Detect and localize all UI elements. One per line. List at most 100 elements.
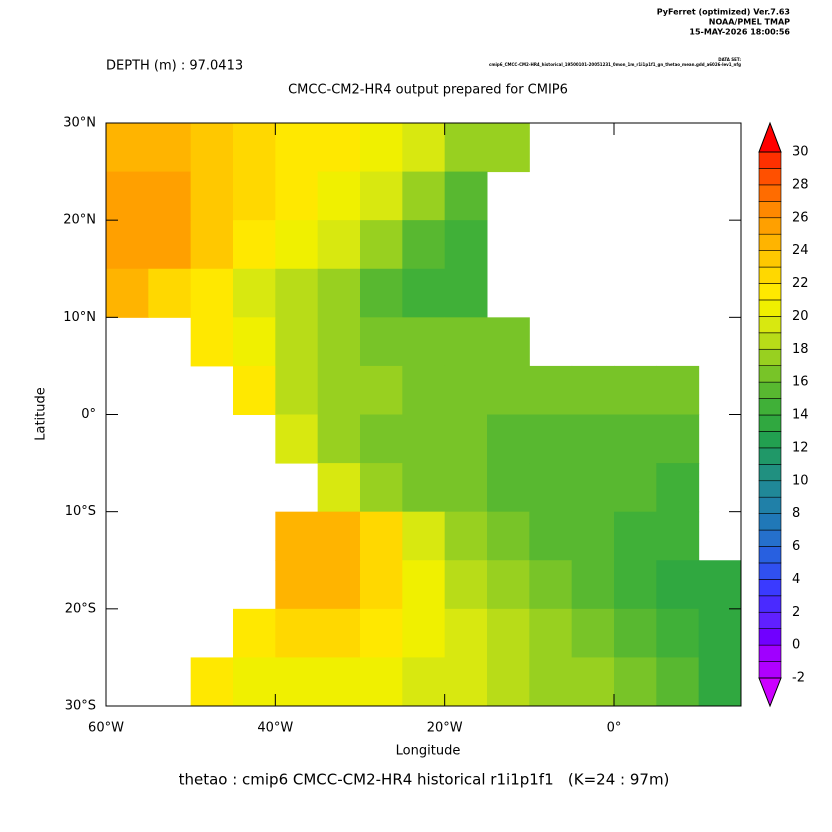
cell [317, 414, 361, 464]
header-line: PyFerret (optimized) Ver.7.63 [657, 8, 790, 17]
cell [275, 171, 319, 221]
cell [614, 657, 657, 707]
cell [360, 220, 403, 270]
colorbar-swatch [758, 431, 782, 449]
cell [360, 657, 403, 707]
x-axis-label: Longitude [396, 744, 461, 759]
cell [317, 123, 361, 173]
cell [402, 560, 446, 610]
colorbar-label: 28 [792, 177, 809, 192]
cell [529, 414, 573, 464]
colorbar-swatch [758, 562, 782, 580]
cell [614, 463, 657, 513]
colorbar-swatch [758, 151, 782, 169]
cell [106, 123, 149, 173]
colorbar-swatch [758, 184, 782, 202]
cell [698, 608, 742, 658]
cell [148, 171, 192, 221]
cell [444, 608, 488, 658]
cell [233, 123, 276, 173]
cell [317, 657, 361, 707]
cell [487, 317, 530, 367]
colorbar-swatch [758, 299, 782, 317]
colorbar-swatch [758, 579, 782, 597]
cell [444, 463, 488, 513]
colorbar-swatch [758, 365, 782, 383]
colorbar-label: 4 [792, 572, 800, 587]
colorbar-swatch [758, 661, 782, 679]
cell [656, 608, 700, 658]
cell [614, 560, 657, 610]
cell [529, 560, 573, 610]
y-tick-label: 10°N [63, 310, 96, 325]
cell [571, 463, 615, 513]
cell [698, 560, 742, 610]
colorbar-top [758, 121, 782, 153]
cell [233, 608, 276, 658]
cell [444, 414, 488, 464]
cell [402, 171, 446, 221]
cell [487, 608, 530, 658]
colorbar-swatch [758, 250, 782, 268]
depth-label: DEPTH (m) : 97.0413 [106, 59, 243, 74]
cell [402, 268, 446, 318]
cell [190, 317, 234, 367]
cell [233, 268, 276, 318]
cell [402, 657, 446, 707]
cell [614, 414, 657, 464]
colorbar-swatch [758, 529, 782, 547]
cell [275, 560, 319, 610]
cell [275, 123, 319, 173]
cell [317, 560, 361, 610]
cell [360, 171, 403, 221]
cell [571, 365, 615, 415]
cell [190, 171, 234, 221]
cell [275, 317, 319, 367]
cell [402, 365, 446, 415]
cell [571, 608, 615, 658]
cell [571, 560, 615, 610]
cell [106, 171, 149, 221]
cell [529, 511, 573, 561]
cell [190, 657, 234, 707]
colorbar-swatch [758, 414, 782, 432]
colorbar-label: 24 [792, 243, 809, 258]
cell [529, 365, 573, 415]
cell [444, 317, 488, 367]
colorbar-swatch [758, 348, 782, 366]
colorbar-swatch [758, 266, 782, 284]
cell [571, 657, 615, 707]
cell [444, 220, 488, 270]
dataset-label: DATA SET: [718, 57, 741, 62]
cell [656, 560, 700, 610]
colorbar-swatch [758, 546, 782, 564]
x-tick-label: 0° [607, 721, 622, 736]
colorbar-swatch [758, 332, 782, 350]
colorbar-label: 26 [792, 210, 809, 225]
colorbar-swatch [758, 464, 782, 482]
colorbar-label: 0 [792, 638, 800, 653]
x-tick-label: 60°W [88, 721, 124, 736]
cell [444, 560, 488, 610]
colorbar-label: 8 [792, 506, 800, 521]
chart-title: CMCC-CM2-HR4 output prepared for CMIP6 [288, 83, 568, 98]
cell [614, 608, 657, 658]
cell [106, 220, 149, 270]
cell [233, 171, 276, 221]
colorbar-swatch [758, 217, 782, 235]
cell [444, 657, 488, 707]
cell [275, 268, 319, 318]
cell [275, 365, 319, 415]
y-axis-label: Latitude [34, 387, 49, 441]
colorbar-label: 14 [792, 408, 809, 423]
cell [317, 317, 361, 367]
colorbar-label: 18 [792, 342, 809, 357]
cell [571, 414, 615, 464]
header-line: 15-MAY-2026 18:00:56 [689, 28, 790, 37]
cell [360, 317, 403, 367]
cell [233, 220, 276, 270]
colorbar-swatch [758, 381, 782, 399]
cell [656, 365, 700, 415]
cell [190, 268, 234, 318]
